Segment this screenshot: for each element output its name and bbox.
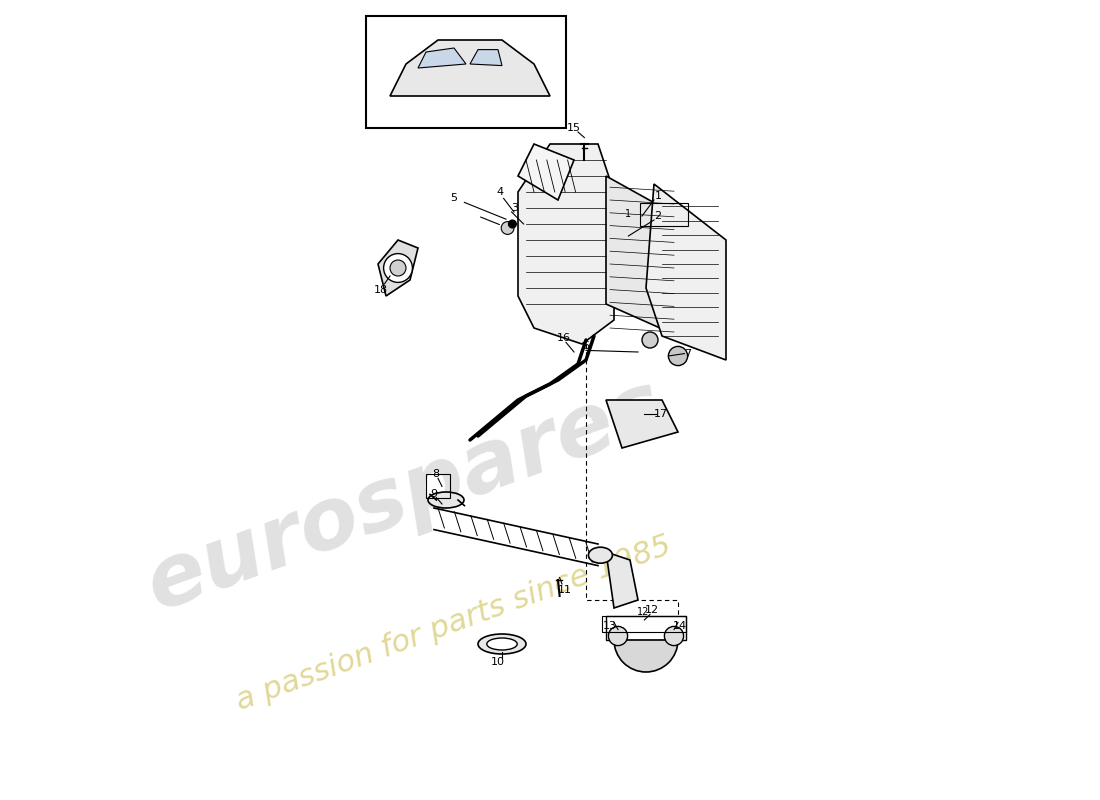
Text: 12: 12	[637, 607, 650, 617]
Text: 17: 17	[653, 410, 668, 419]
Ellipse shape	[428, 492, 464, 508]
Text: 9: 9	[430, 489, 438, 498]
Circle shape	[515, 93, 529, 107]
Text: 1: 1	[625, 210, 631, 219]
Circle shape	[664, 626, 683, 646]
Text: 13: 13	[603, 621, 617, 630]
Text: 3: 3	[512, 203, 518, 213]
Circle shape	[608, 626, 628, 646]
Bar	[366, 16, 566, 128]
Text: 2: 2	[654, 211, 661, 221]
Polygon shape	[606, 176, 678, 336]
Circle shape	[508, 220, 516, 228]
Circle shape	[507, 86, 537, 114]
Polygon shape	[378, 240, 418, 296]
Bar	[606, 616, 686, 640]
Ellipse shape	[478, 634, 526, 654]
Polygon shape	[418, 48, 466, 68]
Text: 12: 12	[645, 605, 659, 614]
Polygon shape	[518, 144, 574, 200]
Text: 4: 4	[497, 187, 504, 197]
Text: 15: 15	[566, 123, 581, 133]
Text: 7: 7	[684, 349, 691, 358]
Text: 5: 5	[451, 194, 458, 203]
Bar	[602, 616, 686, 632]
Circle shape	[384, 254, 412, 282]
Circle shape	[390, 260, 406, 276]
Circle shape	[410, 93, 426, 107]
Text: 6: 6	[583, 342, 590, 351]
Polygon shape	[646, 184, 726, 360]
Circle shape	[642, 332, 658, 348]
Bar	[639, 203, 688, 226]
Polygon shape	[518, 144, 614, 344]
Circle shape	[404, 86, 432, 114]
Polygon shape	[470, 50, 502, 66]
Text: 18: 18	[373, 285, 387, 294]
Ellipse shape	[487, 638, 517, 650]
Circle shape	[502, 222, 514, 234]
Text: a passion for parts since 1985: a passion for parts since 1985	[232, 531, 675, 717]
Text: 1: 1	[654, 191, 661, 201]
Text: 8: 8	[432, 469, 439, 478]
Text: 14: 14	[672, 621, 686, 630]
Polygon shape	[390, 40, 550, 96]
Text: 10: 10	[491, 658, 505, 667]
Polygon shape	[606, 552, 638, 608]
Bar	[426, 474, 450, 498]
Circle shape	[669, 346, 688, 366]
Text: eurospares: eurospares	[136, 364, 676, 628]
Polygon shape	[606, 400, 678, 448]
Text: 11: 11	[558, 586, 571, 595]
Wedge shape	[614, 640, 678, 672]
Ellipse shape	[588, 547, 613, 563]
Text: 16: 16	[557, 334, 571, 343]
